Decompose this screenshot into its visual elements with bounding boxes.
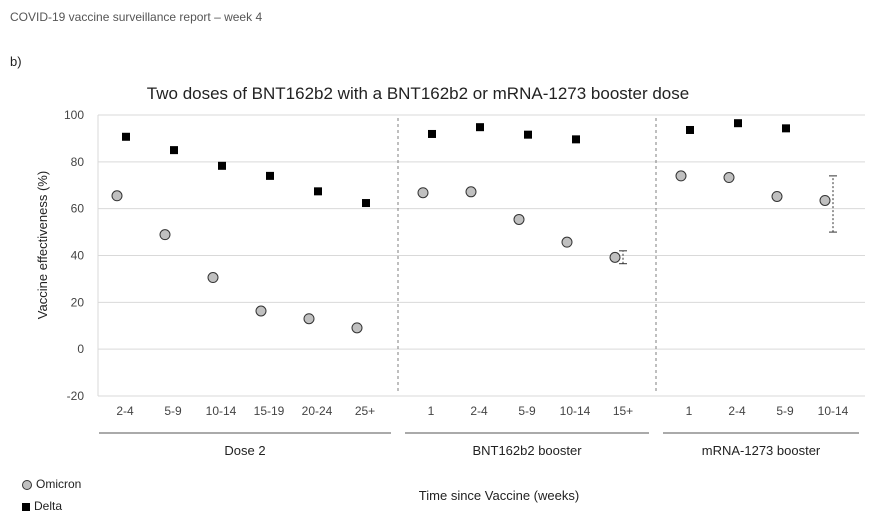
delta-point	[428, 129, 436, 138]
x-tick-label: 1	[428, 404, 435, 418]
x-tick-label: 5-9	[164, 404, 182, 418]
x-tick-label: 2-4	[116, 404, 134, 418]
omicron-point	[561, 236, 573, 248]
omicron-point	[159, 229, 171, 241]
x-axis-label: Time since Vaccine (weeks)	[419, 488, 579, 503]
delta-point	[362, 199, 370, 208]
delta-point	[734, 119, 742, 128]
delta-point	[122, 132, 130, 141]
delta-point	[524, 130, 532, 139]
delta-point	[476, 123, 484, 132]
y-axis-label: Vaccine effectiveness (%)	[35, 171, 50, 319]
legend-delta-label: Delta	[34, 499, 63, 513]
delta-point	[572, 135, 580, 144]
omicron-point	[207, 272, 219, 284]
legend-omicron-label: Omicron	[36, 477, 82, 491]
delta-point	[266, 171, 274, 180]
omicron-point	[819, 194, 831, 206]
x-tick-label: 15-19	[254, 404, 285, 418]
x-tick-label: 15+	[613, 404, 633, 418]
delta-point	[170, 146, 178, 155]
x-tick-label: 5-9	[776, 404, 794, 418]
delta-point	[218, 161, 226, 170]
group-label: BNT162b2 booster	[472, 443, 582, 458]
omicron-point	[351, 322, 363, 334]
omicron-point	[771, 190, 783, 202]
delta-marker-icon	[22, 502, 30, 511]
y-tick-label: 80	[71, 155, 85, 169]
delta-point	[314, 187, 322, 196]
x-tick-label: 1	[686, 404, 693, 418]
x-tick-label: 5-9	[518, 404, 536, 418]
omicron-point	[303, 313, 315, 325]
y-tick-label: 0	[77, 342, 84, 356]
x-tick-label: 20-24	[302, 404, 333, 418]
x-tick-label: 2-4	[728, 404, 746, 418]
legend-omicron: Omicron	[22, 477, 81, 491]
omicron-point	[255, 305, 267, 317]
panel-label: b)	[10, 54, 22, 69]
x-tick-label: 10-14	[206, 404, 237, 418]
delta-point	[686, 125, 694, 134]
x-tick-label: 10-14	[818, 404, 849, 418]
legend-delta: Delta	[22, 499, 62, 513]
omicron-point	[675, 170, 687, 182]
x-tick-label: 25+	[355, 404, 375, 418]
x-tick-label: 10-14	[560, 404, 591, 418]
omicron-point	[723, 172, 735, 184]
y-tick-label: 40	[71, 249, 85, 263]
y-tick-label: 20	[71, 295, 85, 309]
omicron-point	[111, 190, 123, 202]
omicron-point	[609, 251, 621, 263]
y-tick-label: 60	[71, 202, 85, 216]
chart-title: Two doses of BNT162b2 with a BNT162b2 or…	[147, 84, 689, 103]
y-tick-label: 100	[64, 108, 84, 122]
group-label: mRNA-1273 booster	[702, 443, 821, 458]
y-tick-label: -20	[67, 389, 85, 403]
omicron-point	[513, 213, 525, 225]
report-header: COVID-19 vaccine surveillance report – w…	[10, 10, 263, 24]
omicron-point	[417, 187, 429, 199]
omicron-marker-icon	[22, 479, 32, 490]
group-label: Dose 2	[224, 443, 265, 458]
delta-point	[782, 124, 790, 133]
x-tick-label: 2-4	[470, 404, 488, 418]
omicron-point	[465, 186, 477, 198]
